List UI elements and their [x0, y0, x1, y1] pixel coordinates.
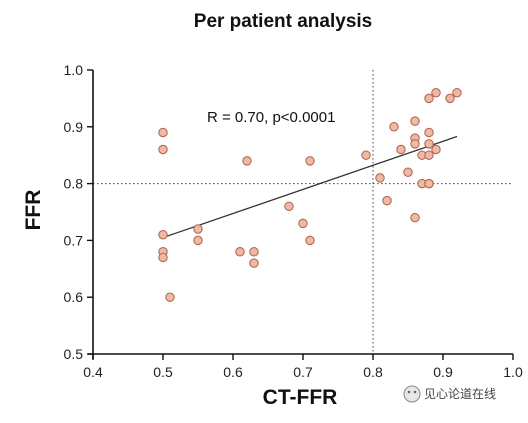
data-point [410, 116, 420, 126]
data-point [431, 144, 441, 155]
y-axis-title: FFR [22, 190, 45, 231]
regression-line-group [162, 135, 458, 239]
y-tick-label: 0.6 [64, 289, 84, 305]
x-tick-label: 0.7 [293, 364, 313, 380]
data-points [158, 87, 462, 302]
x-tick-label: 1.0 [503, 364, 523, 380]
y-tick-label: 1.0 [64, 62, 84, 78]
y-tick-label: 0.7 [64, 232, 84, 248]
data-point [284, 201, 294, 212]
x-tick-label: 0.6 [223, 364, 243, 380]
data-point [305, 235, 315, 246]
x-tick-label: 0.4 [83, 364, 103, 380]
data-point [375, 173, 385, 183]
data-point [431, 87, 441, 98]
watermark-text: 见心论道在线 [424, 387, 496, 401]
y-tick-label: 0.8 [64, 176, 84, 192]
ticks: 0.4 0.5 0.6 0.7 0.8 0.9 1.0 0.5 0.6 0.7 0.8 0.9 1.0 [64, 62, 523, 380]
data-point [389, 122, 399, 132]
data-point [235, 247, 245, 257]
data-point [424, 150, 434, 160]
data-point [298, 218, 308, 229]
y-tick-label: 0.9 [64, 119, 84, 135]
y-tick-label: 0.5 [64, 346, 84, 362]
data-point [410, 212, 420, 223]
data-point [424, 139, 434, 149]
correlation-annotation: R = 0.70, p<0.0001 [207, 109, 335, 126]
data-point [424, 93, 434, 104]
data-point [424, 127, 434, 138]
data-point [445, 93, 455, 104]
wechat-icon [403, 385, 421, 403]
data-point [249, 247, 259, 257]
data-point [410, 139, 420, 149]
data-point [242, 156, 252, 166]
regression-line [162, 135, 458, 239]
reference-lines [93, 70, 513, 354]
data-point [158, 229, 168, 240]
data-point [403, 167, 413, 177]
x-tick-label: 0.9 [433, 364, 453, 380]
data-point [193, 235, 203, 246]
data-point [158, 252, 168, 263]
data-point [396, 144, 406, 155]
x-tick-label: 0.8 [363, 364, 383, 380]
data-point [382, 195, 392, 206]
axes [88, 70, 513, 359]
data-point [452, 87, 462, 98]
data-point [158, 144, 168, 155]
data-point [361, 150, 371, 160]
data-point [424, 178, 434, 189]
data-point [193, 224, 203, 234]
chart-title: Per patient analysis [194, 11, 372, 32]
watermark: 见心论道在线 [403, 385, 496, 403]
x-tick-label: 0.5 [153, 364, 173, 380]
x-axis-title: CT-FFR [263, 386, 338, 409]
data-point [305, 156, 315, 166]
data-point [158, 127, 168, 138]
data-point [249, 258, 259, 268]
data-point [165, 292, 175, 302]
